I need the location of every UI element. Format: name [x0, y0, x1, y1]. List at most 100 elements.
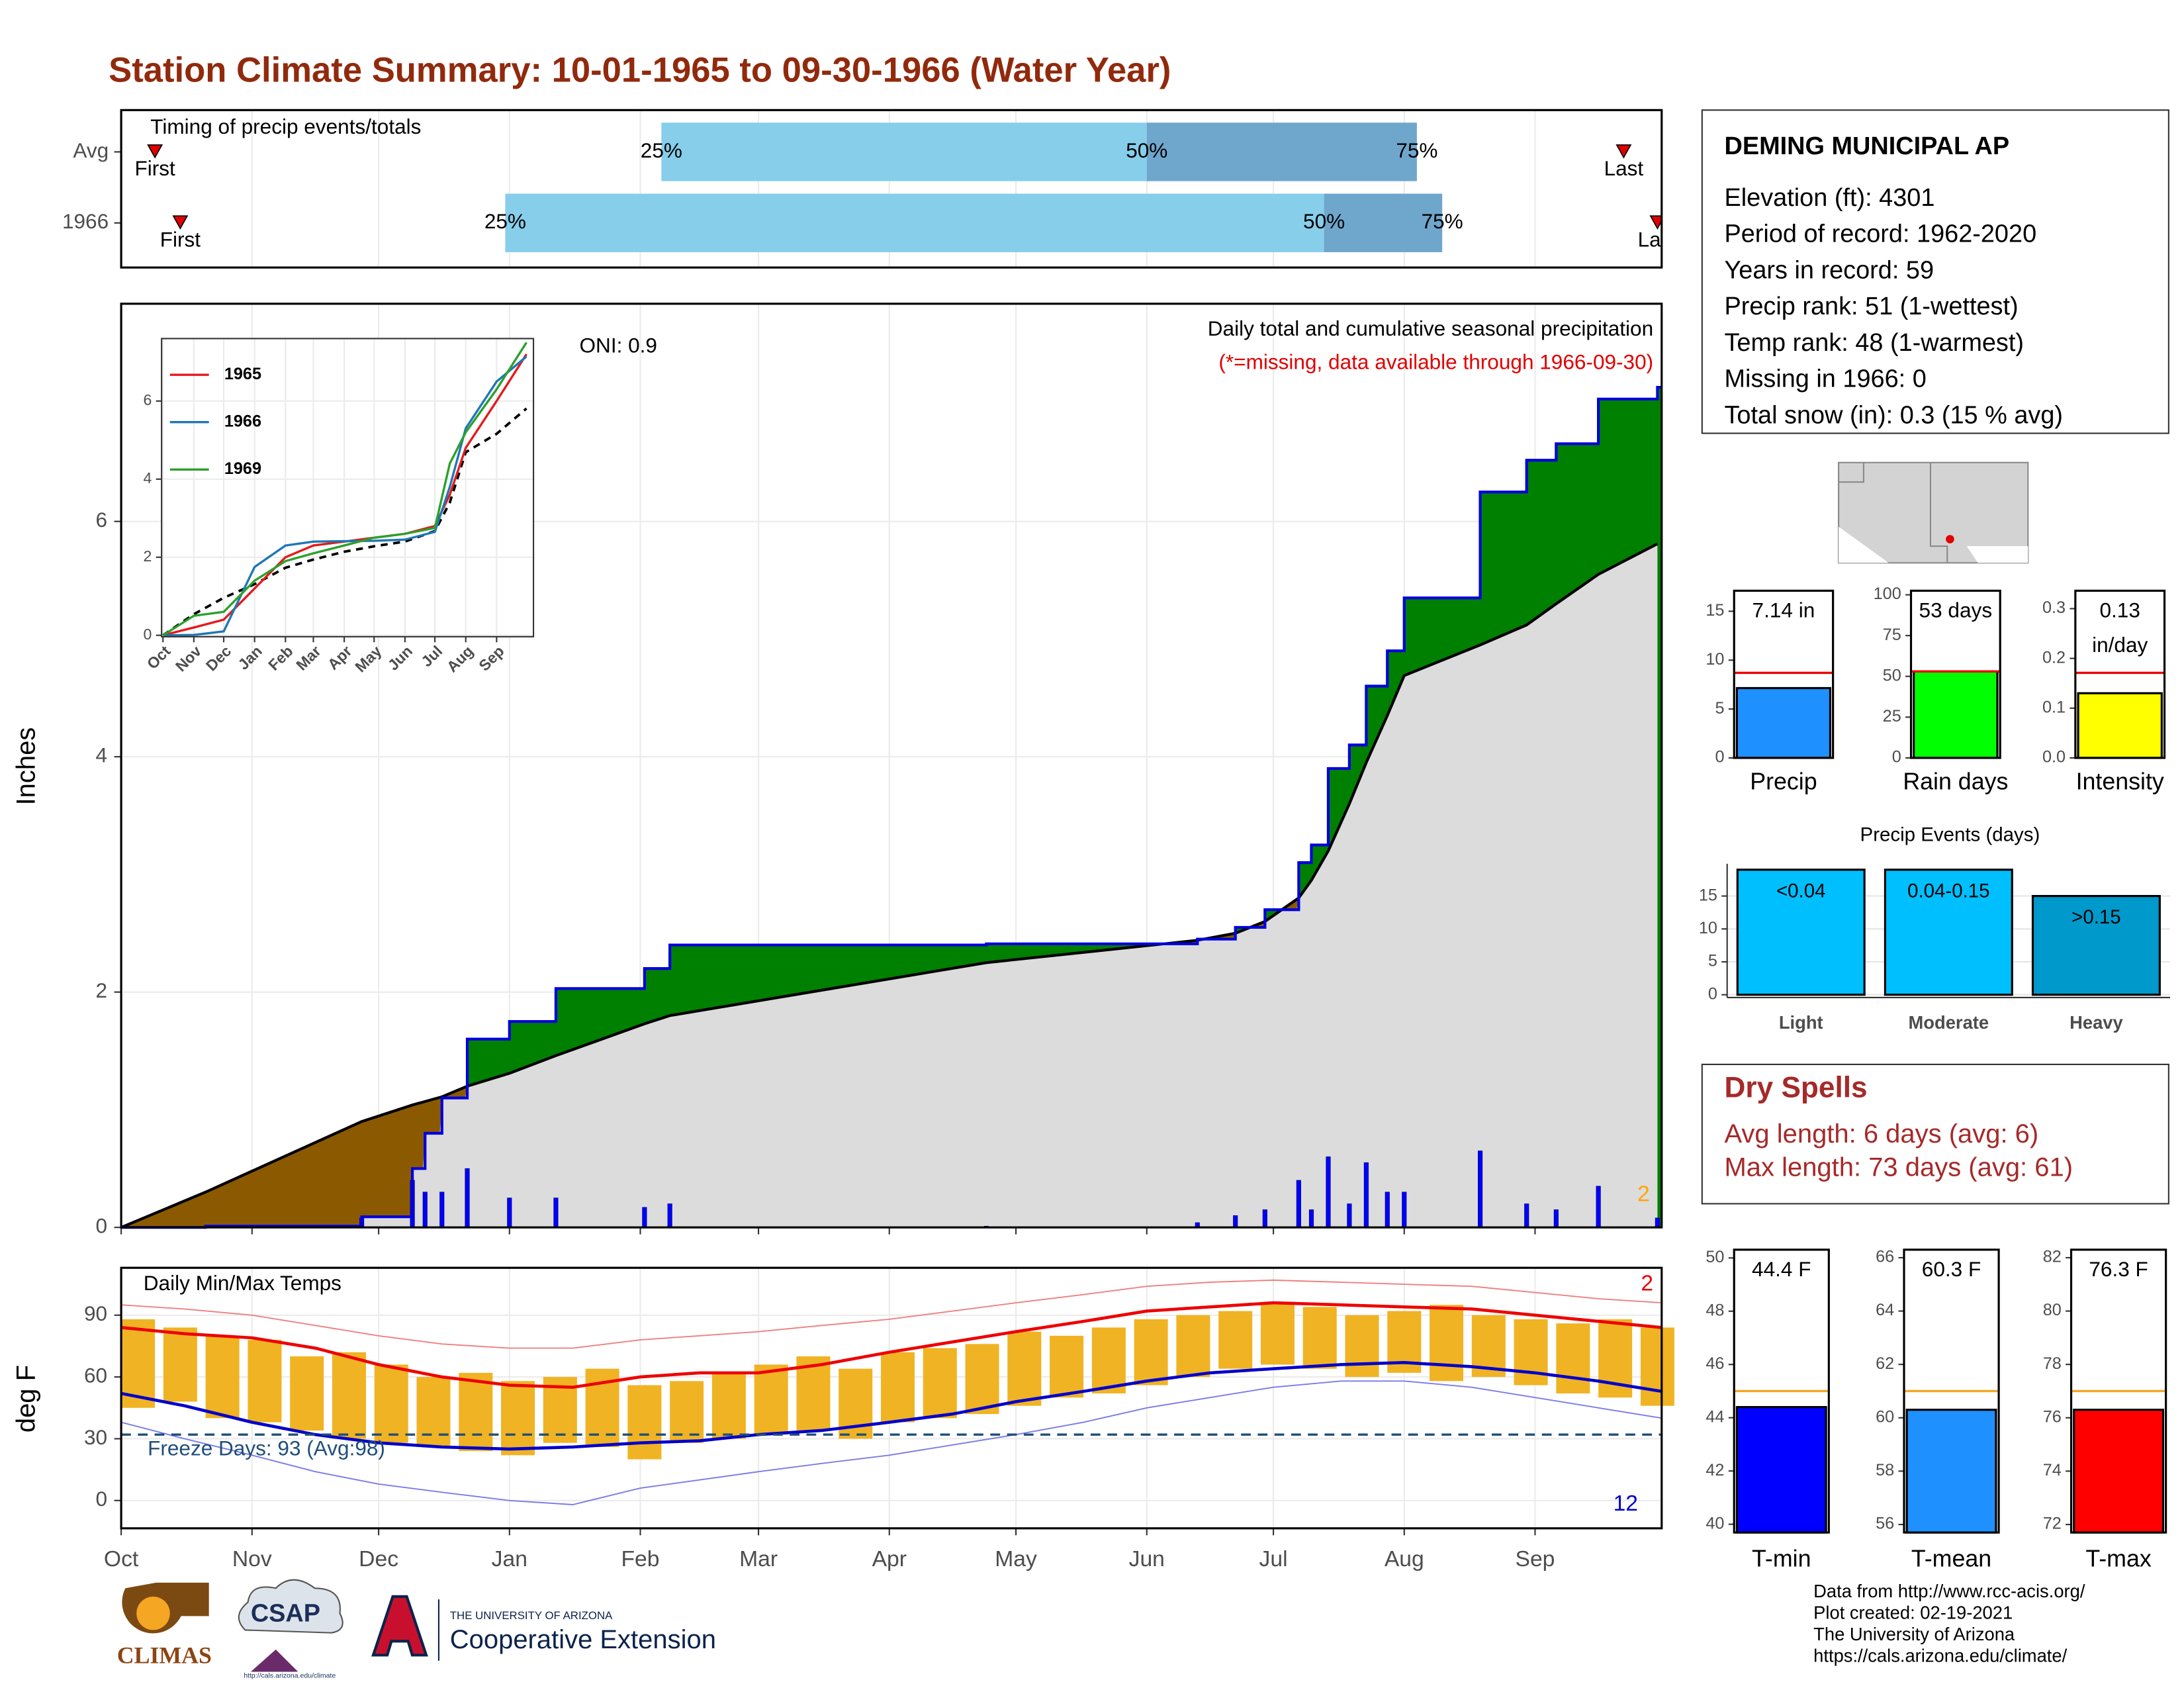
avg-min-line [120, 1361, 1662, 1451]
temp-bar [248, 1340, 282, 1423]
daily-bar [1347, 1203, 1352, 1228]
temp-bar [1640, 1327, 1674, 1406]
ua-logo [371, 1595, 428, 1657]
y-tick-label: 74 [2043, 1461, 2062, 1479]
y-axis-label: Inches [12, 727, 41, 806]
value-label-box: 0.13 in/day [2092, 599, 2148, 658]
value-label: 76.3 F [2089, 1258, 2148, 1282]
legend-label: 1969 [224, 459, 261, 478]
y-tick-label: 2 [96, 978, 108, 1002]
panel-border [120, 109, 1663, 269]
max-count: 2 [1641, 1271, 1653, 1295]
temp-bar [374, 1364, 408, 1443]
event-label: Last [1638, 227, 1678, 251]
daily-bar [1655, 1217, 1660, 1228]
oni-label: ONI: 0.9 [580, 333, 657, 357]
avg-max-line [120, 1301, 1662, 1389]
x-tick-label: Nov [232, 1547, 272, 1571]
y-tick-label: 0.0 [2042, 748, 2066, 767]
temp-bar [290, 1356, 324, 1430]
y-tick-label: 25 [1883, 707, 1901, 726]
temp-bar [1134, 1319, 1168, 1385]
daily-bar [1262, 1209, 1267, 1228]
y-tick-label: 50 [1883, 666, 1901, 684]
y-tick-label: 2 [144, 547, 152, 565]
freeze-label: Freeze Days: 93 (Avg:98) [148, 1436, 385, 1460]
x-tick-label: Heavy [2070, 1012, 2123, 1033]
value-label: 7.14 in [1752, 599, 1815, 623]
daily-bar [439, 1192, 445, 1228]
daily-bar [1363, 1162, 1369, 1228]
event-label: 25% [484, 209, 526, 233]
climas-logo-text: CLIMAS [117, 1642, 212, 1669]
value-label-box: 60.3 F [1922, 1258, 1981, 1282]
temp-bar [923, 1348, 957, 1419]
station-box [1701, 109, 2169, 434]
box-border [1909, 589, 2001, 759]
x-tick-label: Jul [1259, 1547, 1288, 1571]
y-tick-label: 40 [1706, 1514, 1724, 1532]
annotation: Daily total and cumulative seasonal prec… [1208, 316, 1653, 340]
x-label: T-min [1752, 1546, 1811, 1572]
y-axis-label: deg F [12, 1365, 41, 1432]
dry-spells-title: Dry Spells [1724, 1072, 1867, 1104]
daily-bar [422, 1192, 428, 1228]
bar [2031, 895, 2161, 996]
y-tick-label: 15 [1706, 601, 1724, 620]
y-tick-label: 0 [1715, 748, 1724, 767]
temp-bar [1430, 1305, 1464, 1382]
row-label: Avg [73, 138, 109, 162]
record-min-line [120, 1380, 1662, 1505]
map-mask [1966, 546, 2028, 563]
value-bar [2077, 692, 2163, 759]
bar [1736, 868, 1866, 996]
temps-title: Daily Min/Max Temps [144, 1271, 341, 1295]
daily-bar [1385, 1192, 1390, 1228]
footer-line: Data from http://www.rcc-acis.org/ [1813, 1581, 2085, 1601]
daily-bar [1402, 1192, 1407, 1228]
event-label: First [134, 156, 175, 180]
y-tick-label: 78 [2043, 1354, 2062, 1373]
y-tick-label: 10 [1706, 650, 1724, 669]
x-tick-label: Dec [359, 1547, 398, 1571]
temp-bar [965, 1344, 999, 1415]
value-label-box: 53 days [1919, 599, 1993, 623]
event-label: 50% [1126, 138, 1167, 162]
series-line [162, 353, 527, 637]
min-count: 12 [1614, 1491, 1638, 1516]
y-tick-label: 66 [1876, 1248, 1894, 1266]
x-tick-label: Aug [1385, 1547, 1424, 1571]
temp-bar [459, 1372, 493, 1452]
temp-bar [796, 1356, 831, 1430]
event-label: 75% [1396, 138, 1437, 162]
footer-line: The University of Arizona [1813, 1624, 2015, 1644]
y-tick-label: 15 [1699, 886, 1717, 904]
x-tick-label: Light [1779, 1012, 1823, 1033]
station-line: Total snow (in): 0.3 (15 % avg) [1724, 401, 2063, 429]
station-line: Period of record: 1962-2020 [1724, 220, 2036, 248]
temp-bar [1050, 1335, 1084, 1398]
corner-label: 2 [1637, 1182, 1650, 1207]
ua-text: THE UNIVERSITY OF ARIZONA [450, 1609, 613, 1622]
daily-bar [667, 1203, 672, 1228]
value-label-box: 76.3 F [2089, 1258, 2148, 1282]
x-tick-label: Jan [492, 1547, 527, 1571]
temp-bar [1556, 1323, 1590, 1393]
temp-bar [1260, 1303, 1295, 1365]
x-tick-label: Oct [104, 1547, 139, 1571]
timing-bar [661, 122, 1147, 181]
annotation-note: (*=missing, data available through 1966-… [1218, 350, 1653, 374]
y-tick-label: 76 [2043, 1407, 2062, 1426]
y-tick-label: 0 [144, 626, 152, 643]
temp-bar [1345, 1315, 1379, 1378]
y-tick-label: 50 [1706, 1248, 1724, 1266]
csap-logo-text: CSAP [251, 1599, 320, 1627]
event-label: Last [1604, 156, 1644, 180]
events-title: Precip Events (days) [1860, 824, 2040, 846]
value-label: 0.13 in/day [2092, 599, 2148, 658]
value-bar [1905, 1409, 1997, 1534]
y-tick-label: 62 [1876, 1354, 1894, 1373]
daily-bar [1596, 1186, 1601, 1228]
observed-line [121, 385, 1662, 1229]
